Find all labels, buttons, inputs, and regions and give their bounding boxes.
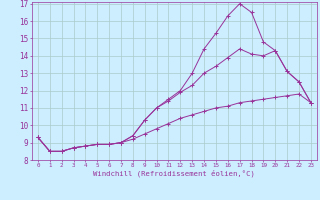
X-axis label: Windchill (Refroidissement éolien,°C): Windchill (Refroidissement éolien,°C) — [93, 170, 255, 177]
